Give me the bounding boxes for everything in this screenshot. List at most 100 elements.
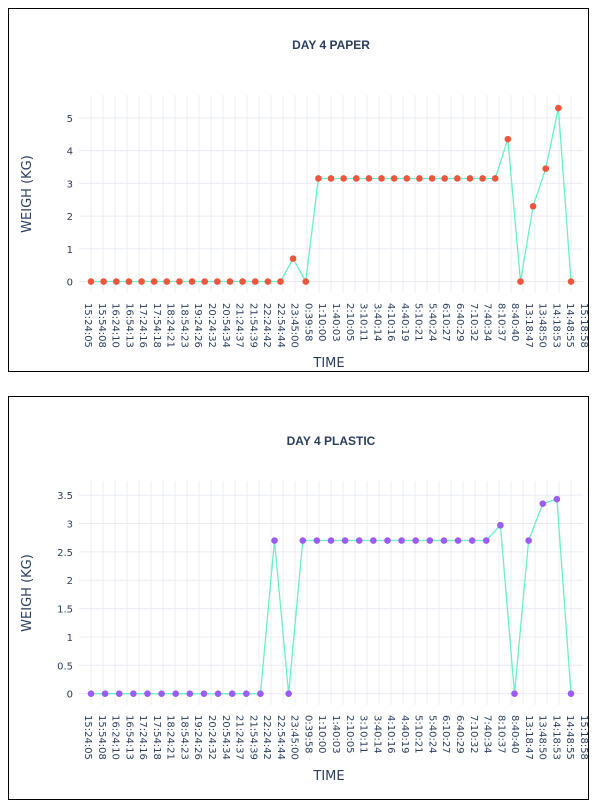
data-point [126, 278, 133, 285]
data-point [201, 690, 208, 697]
data-point [158, 690, 165, 697]
x-tick-label: 14:48:55 [564, 303, 575, 348]
y-tick-label: 0 [67, 690, 73, 701]
data-point [215, 690, 222, 697]
x-tick-label: 8:10:37 [495, 715, 506, 754]
y-tick-label: 2.5 [57, 548, 73, 559]
x-tick-label: 20:24:32 [206, 303, 217, 348]
data-point [113, 278, 120, 285]
x-tick-label: 18:24:21 [165, 715, 176, 760]
y-tick-label: 4 [67, 147, 73, 158]
y-axis-label: WEIGH (KG) [20, 155, 35, 233]
data-point [517, 278, 524, 285]
x-tick-label: 16:24:10 [110, 715, 121, 760]
x-tick-label: 15:24:05 [82, 715, 93, 760]
x-tick-label: 5:40:24 [426, 303, 437, 342]
data-point [163, 278, 170, 285]
data-point [130, 690, 137, 697]
data-point [315, 175, 322, 182]
data-point [555, 105, 562, 112]
y-tick-label: 0.5 [57, 661, 73, 672]
x-tick-label: 3:10:11 [358, 715, 369, 754]
chart-plastic: DAY 4 PLASTIC 0 0.5 1 1.5 2 2.5 3 3.5 WEIGH (KG) 1… [9, 397, 588, 799]
x-tick-label: 18:54:23 [178, 303, 189, 348]
x-tick-label: 14:48:55 [564, 715, 575, 760]
x-tick-label: 8:10:37 [495, 303, 506, 342]
x-tick-label: 15:18:58 [578, 303, 588, 348]
y-tick-label: 1.5 [57, 605, 73, 616]
x-tick-label: 23:45:00 [289, 715, 300, 760]
x-tick-label: 23:45:00 [289, 303, 300, 348]
data-point [172, 690, 179, 697]
data-point [568, 278, 575, 285]
x-tick-label: 5:10:21 [413, 303, 424, 342]
x-tick-label: 1:10:00 [316, 303, 327, 342]
data-point [467, 175, 474, 182]
x-tick-label: 22:24:42 [261, 303, 272, 348]
x-tick-label: 2:10:05 [344, 303, 355, 342]
x-tick-label: 1:10:00 [316, 715, 327, 754]
data-point [412, 537, 419, 544]
x-tick-label: 17:24:16 [137, 715, 148, 760]
y-tick-label: 3 [67, 179, 73, 190]
x-tick-label: 22:54:44 [275, 303, 286, 348]
data-point [189, 278, 196, 285]
x-tick-label: 18:54:23 [178, 715, 189, 760]
data-point [144, 690, 151, 697]
data-point [427, 537, 434, 544]
x-tick-label: 20:24:32 [206, 715, 217, 760]
data-point [271, 537, 278, 544]
data-point [229, 690, 236, 697]
x-tick-label: 17:54:18 [151, 303, 162, 348]
data-point [384, 537, 391, 544]
data-point [530, 203, 537, 210]
data-point [429, 175, 436, 182]
data-point [201, 278, 208, 285]
x-tick-label: 0:39:58 [302, 715, 313, 754]
data-point [285, 690, 292, 697]
x-tick-label: 18:24:21 [165, 303, 176, 348]
x-tick-label: 15:54:08 [96, 303, 107, 348]
data-point [88, 278, 95, 285]
chart-title: DAY 4 PLASTIC [287, 434, 376, 448]
data-point [314, 537, 321, 544]
x-tick-label: 21:24:37 [234, 303, 245, 348]
data-point [391, 175, 398, 182]
x-tick-label: 19:24:26 [192, 303, 203, 348]
data-point [554, 496, 561, 503]
data-point [302, 278, 309, 285]
x-tick-label: 22:24:42 [261, 715, 272, 760]
data-point [511, 690, 518, 697]
data-point [290, 255, 297, 262]
x-tick-label: 3:10:11 [358, 303, 369, 342]
x-tick-label: 15:18:58 [578, 715, 588, 760]
data-point [505, 136, 512, 143]
y-tick-label: 0 [67, 278, 73, 289]
x-tick-label: 13:48:50 [537, 715, 548, 760]
data-point [243, 690, 250, 697]
x-tick-label: 14:18:53 [550, 715, 561, 760]
x-tick-label: 8:40:40 [509, 715, 520, 754]
x-tick-label: 5:40:24 [426, 715, 437, 754]
x-tick-label: 16:54:13 [123, 715, 134, 760]
data-point [100, 278, 107, 285]
data-point [398, 537, 405, 544]
x-tick-label: 4:10:16 [385, 303, 396, 342]
chart-title: DAY 4 PAPER [292, 38, 370, 52]
x-tick-label: 21:54:39 [247, 303, 258, 348]
x-axis-label: TIME [312, 356, 344, 371]
data-point [252, 278, 259, 285]
data-point [239, 278, 246, 285]
x-tick-label: 6:40:29 [454, 715, 465, 754]
y-tick-label: 2 [67, 576, 73, 587]
x-tick-label: 6:40:29 [454, 303, 465, 342]
y-tick-label: 5 [67, 114, 73, 125]
data-point [176, 278, 183, 285]
data-point [265, 278, 272, 285]
data-point [539, 500, 546, 507]
data-point [356, 537, 363, 544]
y-axis-label: WEIGH (KG) [20, 554, 35, 632]
x-tick-label: 16:24:10 [110, 303, 121, 348]
y-tick-label: 3 [67, 520, 73, 531]
data-point [441, 175, 448, 182]
